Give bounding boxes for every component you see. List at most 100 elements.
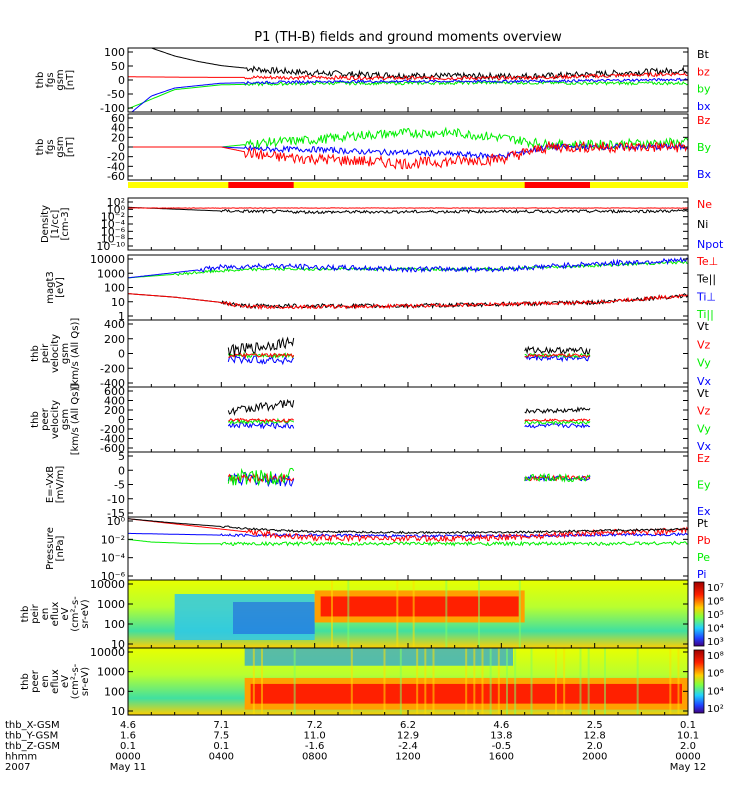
ephemeris-value: 12.8 xyxy=(584,731,606,742)
heatmap-streak xyxy=(399,648,402,715)
y-tick-label: 10⁻¹⁰ xyxy=(96,240,125,253)
figure-title: P1 (TH-B) fields and ground moments over… xyxy=(254,30,562,45)
y-axis-label: [eV] xyxy=(55,277,66,298)
y-axis-label: peir xyxy=(30,603,41,623)
ephemeris-value: 0800 xyxy=(302,752,327,763)
y-tick-label: -200 xyxy=(100,362,125,375)
y-tick-label: 10000 xyxy=(90,253,125,266)
legend-label: Pe xyxy=(697,551,710,564)
legend-label: Ni xyxy=(697,218,708,231)
y-tick-label: -400 xyxy=(100,377,125,390)
y-axis-label: [nPa] xyxy=(55,535,66,561)
ephemeris-value: 11.0 xyxy=(304,731,326,742)
y-tick-label: 20 xyxy=(111,131,125,144)
heatmap-streak xyxy=(604,648,606,715)
ephemeris-value: 2.0 xyxy=(587,741,603,752)
series-line-te xyxy=(128,293,688,311)
legend-label: Vx xyxy=(697,440,712,453)
y-tick-label: -200 xyxy=(100,423,125,436)
panel-background xyxy=(128,452,688,517)
heatmap-streak xyxy=(518,580,521,648)
colorbar-tick-label: 10⁵ xyxy=(707,610,724,621)
y-tick-label: 1000 xyxy=(97,267,125,280)
ephemeris-value: 0.1 xyxy=(120,741,136,752)
ephemeris-value: 2.0 xyxy=(680,741,696,752)
y-tick-label: 0 xyxy=(118,464,125,477)
y-tick-label: 400 xyxy=(104,395,125,408)
heatmap-streak xyxy=(432,648,435,715)
panel-9: 10⁷ 10⁶ 10⁵ 10⁴ 10³ 10000 1000 100 10 thb peir en ef… xyxy=(20,578,724,651)
y-tick-label: 600 xyxy=(104,385,125,398)
y-axis-label: eV xyxy=(60,675,71,688)
heatmap-streak xyxy=(481,648,484,715)
y-tick-label: 1000 xyxy=(97,598,125,611)
y-axis-label: gsm xyxy=(55,69,66,90)
ephemeris-value: -0.5 xyxy=(492,741,512,752)
mode-bar-slow xyxy=(128,182,688,188)
y-tick-label: 40 xyxy=(111,122,125,135)
y-tick-label: 10⁰ xyxy=(107,203,126,216)
y-axis-label: en xyxy=(40,608,51,621)
legend-label: Bt xyxy=(697,48,710,61)
panel-8: Pt Pb Pe Pi 10⁰ 10⁻² 10⁻⁴ 10⁻⁶ Pressure [nPa] xyxy=(45,515,711,583)
y-tick-label: 0 xyxy=(118,414,125,427)
y-axis-label: sr-eV) xyxy=(80,599,91,628)
colorbar-tick-label: 10⁶ xyxy=(707,597,724,608)
y-tick-label: 10⁻⁶ xyxy=(101,570,126,583)
y-axis-label: [nT] xyxy=(65,137,76,157)
y-axis-label: (cm²-s- xyxy=(70,596,81,632)
series-line-vx xyxy=(227,420,295,430)
legend-label: Vz xyxy=(697,405,711,418)
legend-label: Bx xyxy=(697,168,712,181)
y-axis-label: [cm-3] xyxy=(60,207,71,240)
legend-label: Vx xyxy=(697,375,712,388)
legend-label: Te⊥ xyxy=(696,255,718,268)
ephemeris-row-label: hhmm xyxy=(5,752,37,763)
y-tick-label: 10 xyxy=(111,296,125,309)
y-axis-label: thb xyxy=(20,673,31,690)
ephemeris-value: 7.2 xyxy=(307,720,323,731)
series-line-pt xyxy=(128,518,688,535)
heatmap-streak xyxy=(350,648,353,715)
series-line-bx xyxy=(128,77,688,112)
ephemeris-value: 0000 xyxy=(675,752,700,763)
legend-label: Ez xyxy=(697,452,710,465)
y-axis-label: [km/s (All Qs)] xyxy=(70,318,81,390)
ephemeris-value: 4.6 xyxy=(120,720,136,731)
series-line-vt xyxy=(227,336,295,356)
y-axis-label: fgs xyxy=(45,139,56,154)
legend-label: Ex xyxy=(697,505,711,518)
y-axis-label: thb xyxy=(30,345,41,362)
y-tick-label: 400 xyxy=(104,318,125,331)
y-tick-label: 10⁰ xyxy=(107,515,126,528)
series-line-ey xyxy=(227,467,295,487)
panel-10: 10⁸ 10⁶ 10⁴ 10² 10000 1000 100 10 thb peer en eflux… xyxy=(20,646,724,718)
y-tick-label: 100 xyxy=(104,282,125,295)
heatmap-streak xyxy=(489,648,492,715)
legend-label: Vt xyxy=(697,320,710,333)
ephemeris-value: -1.6 xyxy=(305,741,325,752)
panel-background xyxy=(128,517,688,580)
y-tick-label: 100 xyxy=(104,685,125,698)
ephemeris-value: 4.6 xyxy=(493,720,509,731)
legend-label: bx xyxy=(697,100,711,113)
ephemeris-value: 0.1 xyxy=(213,741,229,752)
mode-bar-fast-1 xyxy=(524,182,590,188)
colorbar-tick-label: 10² xyxy=(707,704,724,715)
heatmap-streak xyxy=(506,648,508,715)
colorbar-tick-label: 10⁴ xyxy=(707,686,724,697)
y-tick-label: -100 xyxy=(100,102,125,115)
y-tick-label: 10⁻² xyxy=(101,211,125,224)
y-axis-label: fgs xyxy=(45,72,56,87)
y-axis-label: [mV/m] xyxy=(55,466,66,504)
series-line-vz xyxy=(524,418,591,422)
colorbar xyxy=(693,649,705,714)
heatmap-streak xyxy=(563,648,566,715)
y-tick-label: 100 xyxy=(104,46,125,59)
heatmap-low-region xyxy=(233,602,315,634)
y-tick-label: 0 xyxy=(118,348,125,361)
